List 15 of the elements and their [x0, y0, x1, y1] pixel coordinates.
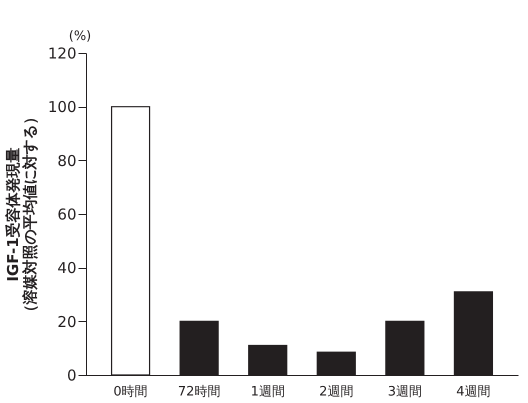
y-tick-label: 100 [48, 98, 76, 116]
x-tick-label: 3週間 [388, 384, 422, 400]
x-tick-label: 0時間 [113, 384, 148, 400]
y-tick-label: 20 [57, 312, 76, 331]
x-tick-label: 1週間 [250, 384, 285, 400]
y-tick-label: 80 [57, 152, 76, 170]
y-tick-label: 40 [57, 259, 76, 278]
text: (%) [68, 29, 92, 44]
x-tick-label: 2週間 [319, 384, 354, 400]
x-tick-label: 4週間 [456, 384, 491, 400]
y-tick-label: 120 [48, 44, 76, 62]
x-tick-label: 72時間 [178, 384, 220, 400]
y-tick-label: 0 [66, 366, 76, 384]
y-tick-label: 60 [57, 206, 76, 224]
y-axis-title: IGF-1受容体発現量（溶媒対照の平均値に対する） [4, 110, 39, 320]
